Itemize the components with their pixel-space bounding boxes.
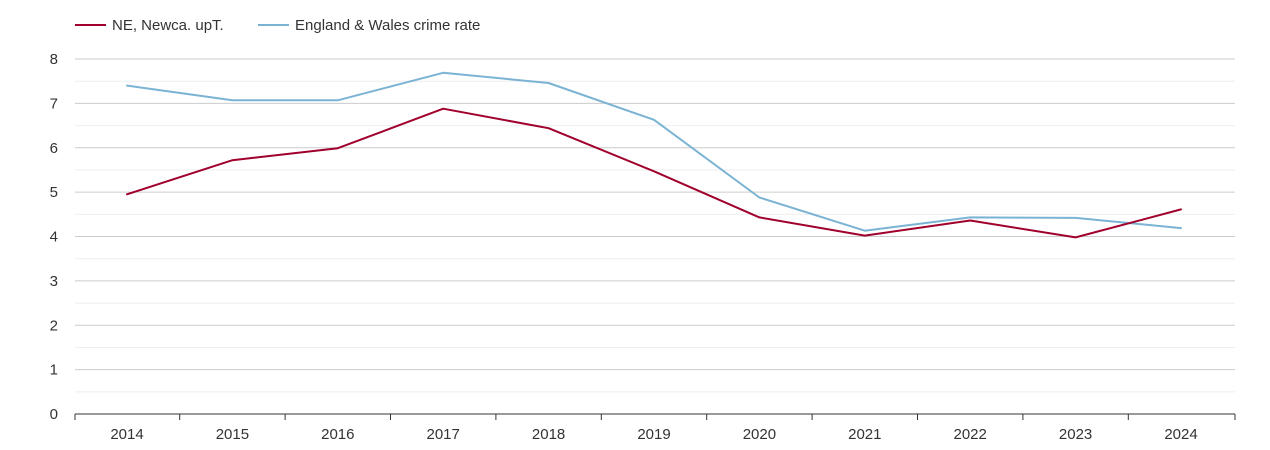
y-tick-label: 8: [50, 51, 58, 68]
x-tick-label: 2017: [427, 426, 460, 443]
legend: NE, Newca. upT. England & Wales crime ra…: [75, 17, 480, 34]
legend-label-series-2: England & Wales crime rate: [295, 17, 480, 34]
legend-label-series-1: NE, Newca. upT.: [112, 17, 224, 34]
y-tick-label: 2: [50, 317, 58, 334]
y-tick-label: 3: [50, 273, 58, 290]
x-tick-label: 2024: [1164, 426, 1197, 443]
y-tick-label: 4: [50, 229, 58, 246]
y-tick-label: 6: [50, 140, 58, 157]
series-line-1: [126, 107, 1182, 239]
x-tick-label: 2023: [1059, 426, 1092, 443]
y-axis: 0 1 2 3 4 5 6 7 8: [50, 51, 58, 423]
x-axis: 2014 2015 2016 2017 2018 2019 2020 2021 2022 2023…: [74, 413, 1236, 443]
y-tick-label: 0: [50, 406, 58, 423]
grid-lines: [75, 58, 1235, 393]
x-tick-label: 2019: [637, 426, 670, 443]
y-tick-label: 5: [50, 184, 58, 201]
series-lines: [126, 71, 1182, 239]
x-tick-label: 2018: [532, 426, 565, 443]
y-tick-label: 1: [50, 362, 58, 379]
x-tick-label: 2022: [954, 426, 987, 443]
x-tick-label: 2014: [110, 426, 143, 443]
x-tick-label: 2021: [848, 426, 881, 443]
x-tick-label: 2020: [743, 426, 776, 443]
y-tick-label: 7: [50, 95, 58, 112]
series-line-2: [126, 71, 1182, 232]
x-tick-label: 2015: [216, 426, 249, 443]
x-tick-label: 2016: [321, 426, 354, 443]
